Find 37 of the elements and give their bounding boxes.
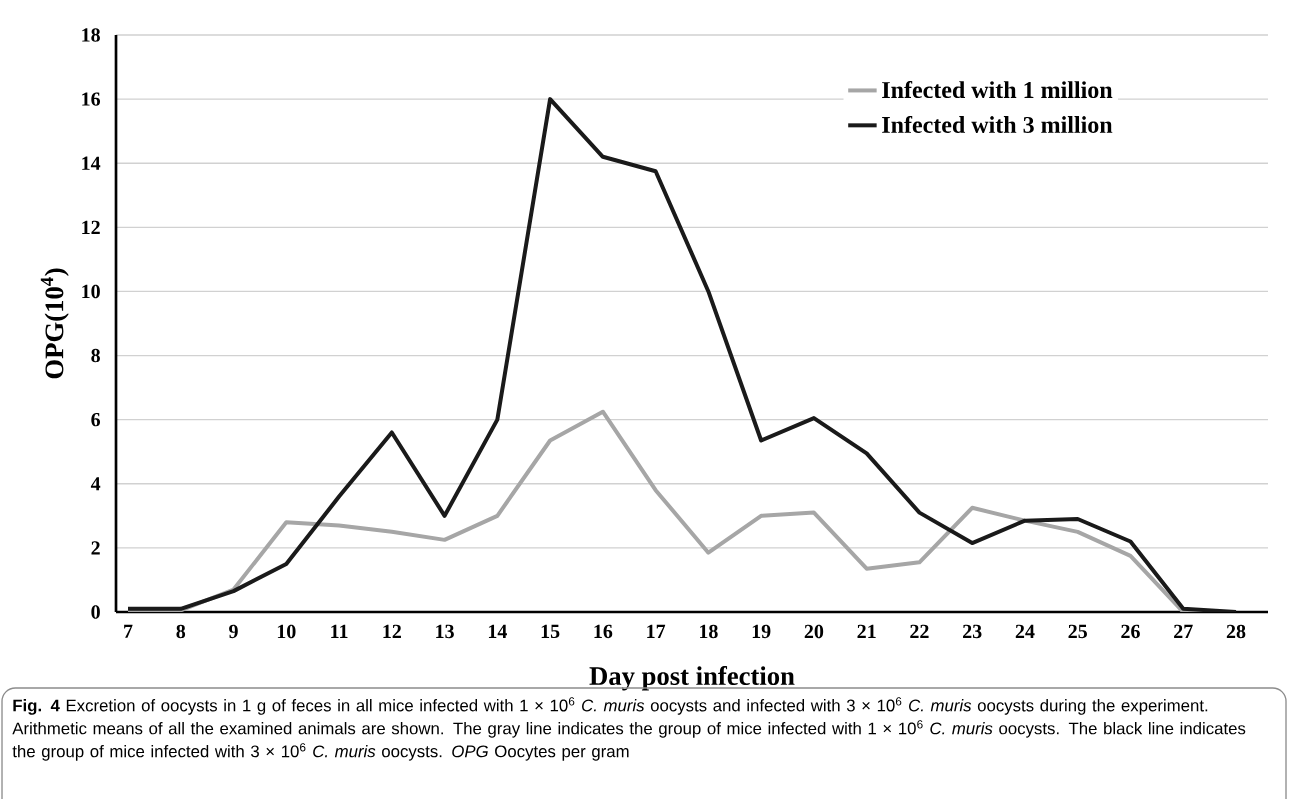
y-tick-label: 12	[82, 220, 100, 234]
y-tick-label: 14	[82, 156, 101, 170]
x-tick-label: 15	[541, 624, 560, 639]
x-tick-label: 7	[124, 624, 133, 638]
x-tick-label: 18	[700, 624, 718, 639]
y-tick-label: 18	[82, 28, 100, 42]
x-tick-label: 24	[1015, 624, 1035, 638]
x-tick-label: 14	[488, 624, 507, 638]
y-tick-label: 16	[82, 92, 101, 106]
x-tick-label: 11	[331, 624, 348, 638]
x-tick-label: 17	[647, 624, 666, 638]
text: Fig. 4 Excretion of oocysts in 1 g of feces in all mice infected with 1 × 10$^{6}$ C. muris oocysts and infected with 3 × 10$^{6}$ C. muris oocysts during the experiment. Arithmetic means of all the examined animals are shown. The gray line indicates the group of mice infected with 1 × 10$^{6}$ C. muris oocysts. The black line indicates the group of mice infected with 3 × 10$^{6}$ C. muris oocysts. OPG Oocytes per gram	[12, 697, 1246, 761]
x-tick-label: 20	[804, 624, 824, 639]
y-tick-label: 2	[91, 541, 100, 555]
y-axis-title: OPG(10$^{4}$)	[40, 268, 69, 379]
x-tick-label: 10	[277, 624, 296, 639]
x-tick-label: 21	[857, 624, 876, 638]
x-tick-label: 22	[910, 624, 929, 638]
x-tick-label: 9	[229, 624, 238, 639]
x-tick-label: 27	[1174, 624, 1193, 638]
legend-label: Infected with 1 million	[882, 80, 1113, 99]
x-tick-label: 26	[1121, 624, 1140, 639]
x-axis-title: Day post infection	[589, 666, 795, 691]
y-tick-label: 8	[91, 348, 100, 363]
y-tick-label: 4	[90, 477, 101, 491]
x-tick-label: 8	[176, 624, 186, 639]
y-tick-label: 10	[82, 284, 100, 299]
x-tick-label: 13	[436, 624, 454, 639]
x-tick-label: 19	[752, 624, 771, 639]
x-tick-label: 23	[963, 624, 982, 639]
x-tick-label: 28	[1226, 624, 1246, 639]
y-tick-label: 6	[91, 412, 101, 427]
legend-label: Infected with 3 million	[882, 115, 1113, 134]
y-tick-label: 0	[91, 605, 100, 619]
x-tick-label: 16	[594, 624, 613, 639]
x-tick-label: 12	[383, 624, 401, 638]
x-tick-label: 25	[1068, 624, 1087, 639]
